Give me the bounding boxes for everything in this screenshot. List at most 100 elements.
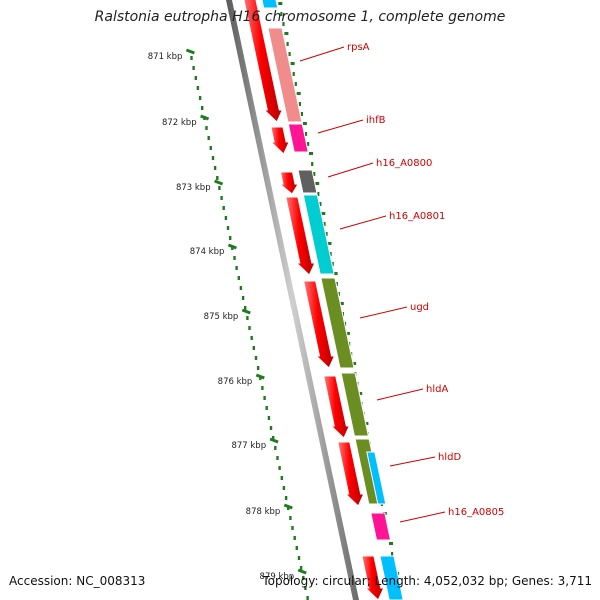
scale-dot	[198, 96, 202, 100]
outer-tick	[278, 2, 283, 5]
scale-dot	[218, 186, 221, 190]
outer-tick	[288, 52, 291, 56]
scale-dot	[267, 416, 271, 420]
scale-dot	[226, 226, 230, 230]
scale-dot	[194, 76, 197, 80]
outer-tick	[304, 132, 308, 136]
scale-dot	[252, 346, 255, 350]
outer-tick	[329, 252, 332, 256]
scale-label: 871 kbp	[148, 52, 183, 62]
cds-arrow	[302, 280, 336, 369]
cds-track	[243, 0, 385, 600]
length-text: Length: 4,052,032 bp;	[374, 574, 509, 588]
gene-bar	[340, 372, 370, 437]
cds-arrow	[278, 171, 299, 195]
scale-label: 874 kbp	[190, 247, 225, 257]
scale-dot	[291, 526, 294, 530]
cds-arrow	[243, 0, 284, 123]
scale-dot	[213, 166, 217, 170]
cds-arrow	[285, 196, 316, 276]
gene-bar	[287, 123, 309, 153]
outer-tick	[296, 92, 301, 95]
scale-dot	[196, 86, 200, 90]
scale-dot	[282, 486, 286, 490]
outer-tick	[325, 232, 328, 236]
scale-dot	[295, 546, 298, 550]
outer-tick	[339, 302, 344, 305]
scale-label: 879 kbp	[260, 572, 295, 582]
scale-label: 875 kbp	[204, 312, 239, 322]
outer-tick	[290, 62, 295, 65]
cds-arrow	[323, 375, 351, 439]
scale-labels: 871 kbp 872 kbp 873 kbp 874 kbp 875 kbp 876 k…	[148, 52, 294, 582]
outer-tick	[345, 332, 350, 335]
scale-dot	[302, 576, 305, 580]
outer-tick	[309, 152, 313, 155]
outer-tick	[282, 22, 285, 26]
scale-dot	[244, 306, 247, 310]
scale-dot	[222, 206, 225, 210]
gene-label: rpsA	[347, 42, 370, 53]
gene-bar	[261, 0, 279, 9]
scale-dot	[250, 336, 253, 340]
gene-label: hldA	[426, 384, 448, 395]
gene-leader-line	[376, 388, 424, 401]
outer-tick	[321, 212, 326, 215]
scale-dot	[280, 476, 283, 480]
outer-tick	[389, 542, 393, 545]
gene-bar	[297, 169, 318, 194]
gene-label: h16_A0801	[389, 211, 445, 222]
outer-tick	[286, 42, 289, 46]
outer-tick	[315, 182, 320, 185]
scale-label: 878 kbp	[246, 507, 281, 517]
scale-dot	[190, 56, 193, 60]
scale-tick	[269, 437, 279, 444]
scale-dot	[239, 286, 243, 290]
genome-summary: Topology: circular; Length: 4,052,032 bp…	[262, 574, 592, 588]
gene-bar	[366, 451, 387, 505]
outer-tick	[391, 552, 394, 556]
page-title: Ralstonia eutropha H16 chromosome 1, com…	[94, 9, 506, 25]
gene-label: ihfB	[366, 115, 386, 126]
gene-leader-line	[317, 119, 364, 134]
scale-dot	[201, 106, 204, 110]
scale-dot	[276, 456, 279, 460]
chromosome-backbone	[226, 0, 359, 600]
outer-tick	[311, 162, 314, 166]
outer-tick	[307, 142, 310, 146]
cds-arrow	[361, 555, 385, 600]
outer-tick	[317, 192, 320, 196]
scale-label: 877 kbp	[231, 441, 266, 451]
gene-track	[261, 0, 404, 600]
scale-tick	[185, 48, 195, 55]
scale-dot	[261, 386, 264, 390]
cds-arrow	[337, 441, 365, 507]
scale-tick	[283, 503, 293, 510]
scale-dot	[248, 326, 251, 330]
scale-dot	[207, 136, 210, 140]
gene-leader-line	[389, 456, 436, 467]
scale-label: 872 kbp	[162, 118, 197, 128]
gene-label: hldD	[438, 452, 461, 463]
outer-tick	[331, 262, 334, 266]
scale-dot	[304, 586, 307, 590]
scale-dot	[289, 516, 292, 520]
outer-tick	[358, 392, 363, 395]
gene-leader-line	[339, 215, 387, 230]
outer-tick	[327, 242, 332, 245]
scale-dot	[269, 426, 273, 430]
outer-tick	[364, 422, 369, 425]
scale-dot	[274, 446, 277, 450]
scale-dot	[297, 556, 301, 560]
gene-leader-line	[359, 306, 408, 319]
scale-dot	[256, 366, 260, 370]
scale-tick	[227, 243, 237, 250]
scale-dot	[192, 66, 195, 70]
scale-dot	[246, 316, 249, 320]
scale-tick	[297, 568, 307, 575]
scale-dot	[284, 496, 288, 500]
scale-dot	[265, 406, 268, 410]
genes-text: Genes: 3,711	[511, 574, 592, 588]
